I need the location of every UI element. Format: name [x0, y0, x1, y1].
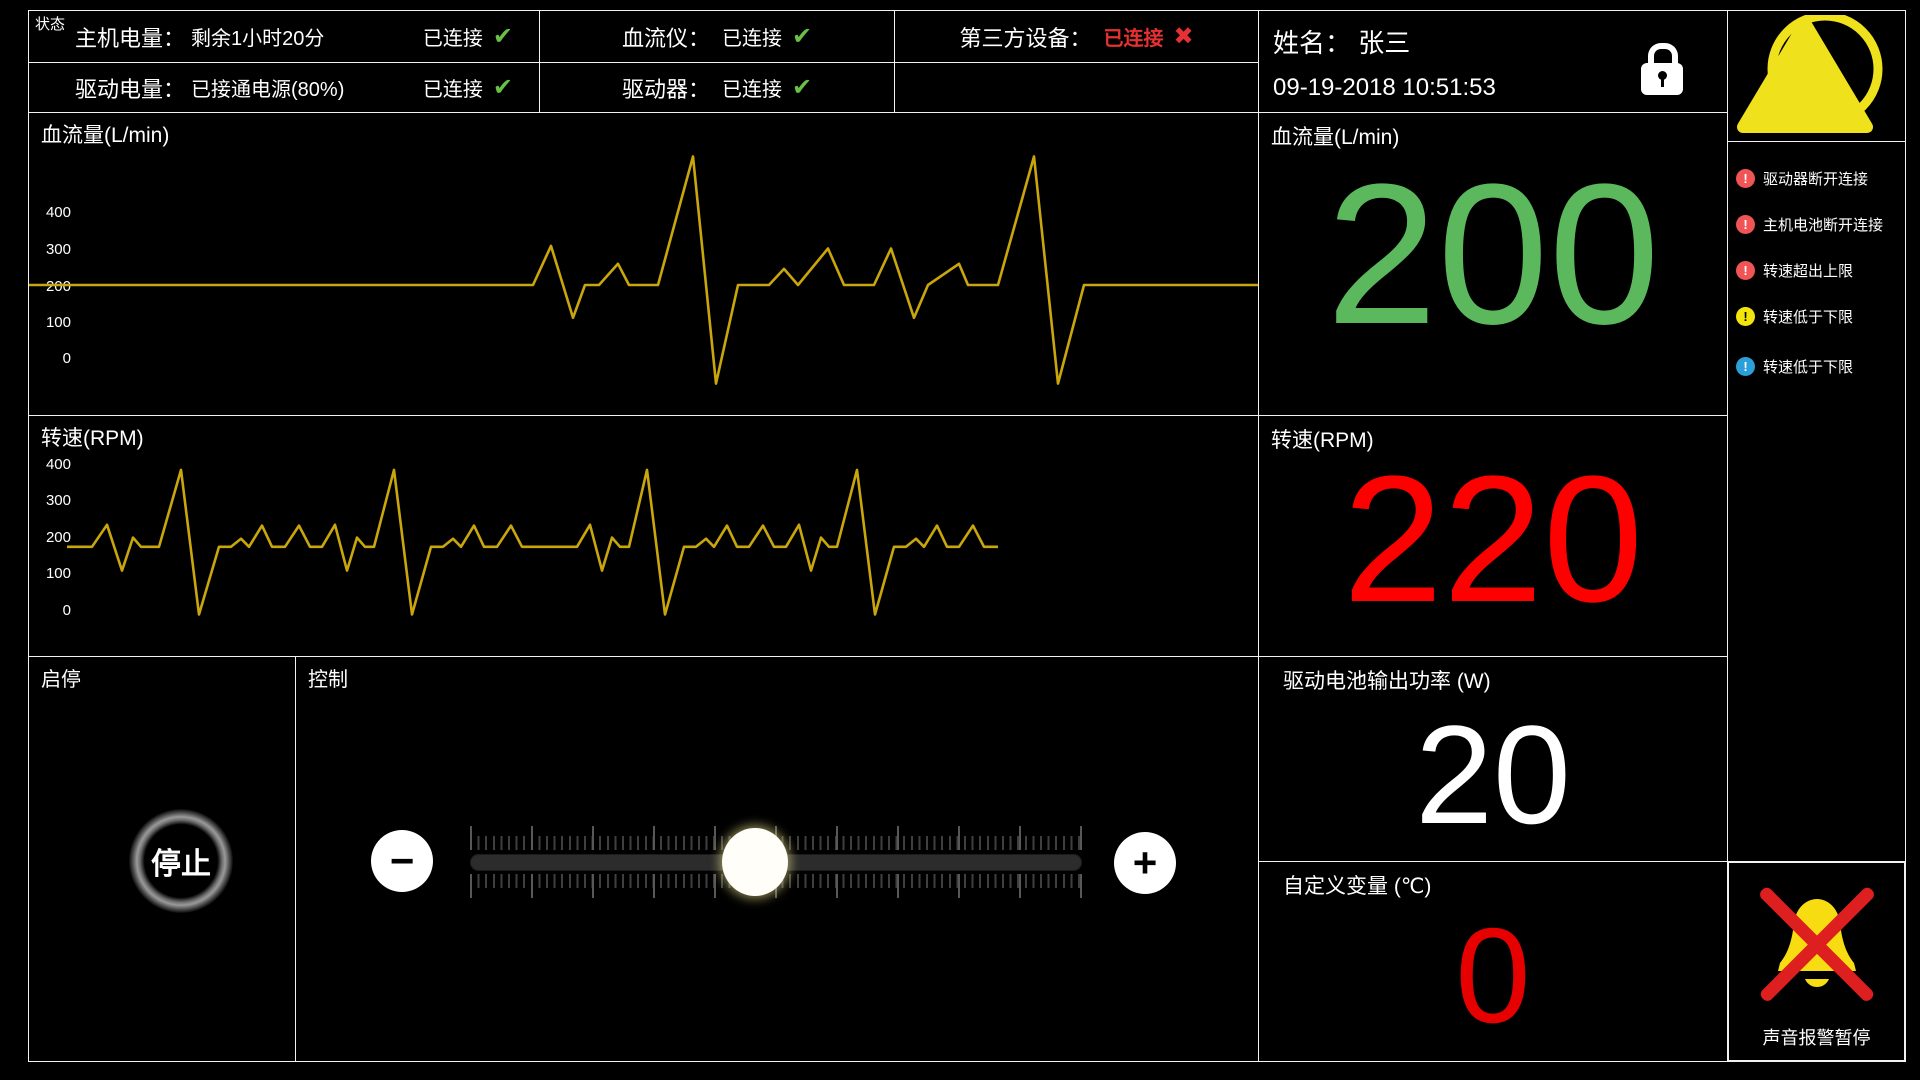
status-cell-third-party: 第三方设备： 已连接 ✖ — [894, 10, 1259, 63]
third-party-label: 第三方设备： — [959, 25, 1092, 51]
rpm-readout-value: 220 — [1342, 439, 1644, 640]
flow-meter-conn-text: 已连接 — [721, 28, 782, 50]
flow-chart-title: 血流量(L/min) — [41, 124, 170, 147]
alert-item: ! 主机电池断开连接 — [1736, 214, 1883, 235]
status-cell-drive-battery: 驱动电量： 已接通电源(80%) 已连接 ✔ — [28, 62, 540, 113]
plus-icon: + — [1132, 839, 1158, 886]
custom-var-readout-panel: 自定义变量 (℃) 0 — [1258, 861, 1728, 1062]
control-panel-label: 控制 — [308, 669, 348, 691]
bell-muted-icon — [1752, 881, 1882, 1021]
alert-item: ! 转速超出上限 — [1736, 260, 1853, 281]
host-battery-conn-text: 已连接 — [422, 28, 483, 50]
patient-info-cell: 姓名： 张三 09-19-2018 10:51:53 — [1258, 10, 1728, 113]
drive-battery-label: 驱动电量： — [75, 76, 186, 102]
alert-red-icon: ! — [1736, 261, 1755, 280]
increase-button[interactable]: + — [1114, 832, 1176, 894]
start-stop-panel: 启停 停止 — [28, 656, 296, 1062]
slider-thumb[interactable] — [722, 828, 788, 896]
host-battery-label: 主机电量： — [75, 25, 186, 51]
lock-icon[interactable] — [1641, 43, 1685, 97]
flow-readout-title: 血流量(L/min) — [1271, 126, 1400, 149]
power-readout-panel: 驱动电池输出功率 (W) 20 — [1258, 656, 1728, 862]
alert-yellow-icon: ! — [1736, 307, 1755, 326]
rpm-waveform — [67, 468, 998, 616]
host-battery-value: 剩余1小时20分 — [191, 28, 325, 50]
rpm-ytick-0: 0 — [62, 602, 71, 619]
status-cell-driver: 驱动器： 已连接 ✔ — [539, 62, 895, 113]
flow-readout-value: 200 — [1326, 143, 1660, 366]
flow-ytick-0: 0 — [62, 350, 71, 367]
driver-conn-text: 已连接 — [721, 79, 782, 101]
flow-meter-label: 血流仪： — [621, 25, 710, 51]
rpm-readout-panel: 转速(RPM) 220 — [1258, 415, 1728, 657]
check-icon: ✔ — [492, 73, 513, 101]
check-icon: ✔ — [492, 22, 513, 50]
stop-button-label: 停止 — [151, 848, 211, 881]
warning-triangle-icon — [1736, 15, 1882, 133]
alert-text: 主机电池断开连接 — [1763, 217, 1884, 234]
status-cell-empty — [894, 62, 1259, 113]
check-icon: ✔ — [791, 73, 813, 101]
custom-var-readout-value: 0 — [1455, 900, 1531, 1051]
decrease-button[interactable]: − — [371, 830, 433, 892]
custom-var-readout-title: 自定义变量 (℃) — [1283, 875, 1432, 898]
alert-text: 转速低于下限 — [1763, 359, 1854, 376]
alert-item: ! 转速低于下限 — [1736, 356, 1853, 377]
alert-blue-icon: ! — [1736, 357, 1755, 376]
rpm-ytick-200: 200 — [45, 529, 71, 546]
alert-item: ! 驱动器断开连接 — [1736, 168, 1868, 189]
flow-ytick-200: 200 — [45, 278, 71, 295]
alert-list-panel: ! 驱动器断开连接 ! 主机电池断开连接 ! 转速超出上限 ! 转速低于下限 !… — [1727, 141, 1906, 862]
stop-button[interactable]: 停止 — [129, 809, 233, 913]
flow-chart-panel: 血流量(L/min) 400 300 200 100 0 — [28, 112, 1259, 416]
minus-icon: − — [389, 837, 415, 884]
flow-waveform — [29, 155, 1258, 385]
rpm-ytick-300: 300 — [45, 492, 71, 509]
speed-slider — [470, 804, 1082, 920]
rpm-readout-title: 转速(RPM) — [1271, 429, 1374, 452]
cross-icon: ✖ — [1173, 22, 1194, 50]
flow-ytick-100: 100 — [45, 314, 71, 331]
power-readout-title: 驱动电池输出功率 (W) — [1283, 670, 1491, 693]
status-cell-flow-meter: 血流仪： 已连接 ✔ — [539, 10, 895, 63]
alert-red-icon: ! — [1736, 169, 1755, 188]
alert-text: 驱动器断开连接 — [1763, 171, 1869, 188]
drive-battery-value: 已接通电源(80%) — [191, 79, 345, 101]
status-cell-host-battery: 状态 主机电量： 剩余1小时20分 已连接 ✔ — [28, 10, 540, 63]
rpm-chart-panel: 转速(RPM) 400 300 200 100 0 — [28, 415, 1259, 657]
flow-readout-panel: 血流量(L/min) 200 — [1258, 112, 1728, 416]
alert-text: 转速低于下限 — [1763, 309, 1854, 326]
alert-item: ! 转速低于下限 — [1736, 306, 1853, 327]
patient-name-label: 姓名： — [1273, 28, 1352, 58]
datetime: 09-19-2018 10:51:53 — [1273, 74, 1496, 101]
mute-alarm-cell[interactable]: 声音报警暂停 — [1727, 861, 1906, 1062]
alert-red-icon: ! — [1736, 215, 1755, 234]
third-party-conn-text: 已连接 — [1103, 28, 1164, 50]
drive-battery-conn-text: 已连接 — [422, 79, 483, 101]
power-readout-value: 20 — [1415, 696, 1571, 853]
flow-ytick-400: 400 — [45, 204, 71, 221]
rpm-chart-title: 转速(RPM) — [41, 427, 144, 450]
driver-label: 驱动器： — [621, 76, 710, 102]
alert-text: 转速超出上限 — [1763, 263, 1854, 280]
mute-alarm-label: 声音报警暂停 — [1762, 1028, 1871, 1048]
start-stop-panel-label: 启停 — [41, 669, 81, 691]
status-section-label: 状态 — [35, 16, 66, 33]
rpm-ytick-100: 100 — [45, 565, 71, 582]
rpm-ytick-400: 400 — [45, 456, 71, 473]
check-icon: ✔ — [791, 22, 813, 50]
control-panel: 控制 − + — [295, 656, 1259, 1062]
alarm-indicator-cell[interactable] — [1727, 10, 1906, 142]
flow-ytick-300: 300 — [45, 241, 71, 258]
patient-name: 张三 — [1358, 28, 1411, 58]
